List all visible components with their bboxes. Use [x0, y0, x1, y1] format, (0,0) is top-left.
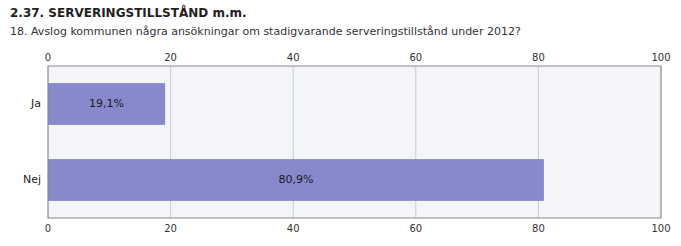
plot-area	[48, 66, 661, 218]
x-tick-label-top: 80	[532, 52, 545, 63]
x-tick-label: 60	[409, 223, 422, 234]
grid	[48, 66, 661, 218]
bars	[48, 83, 544, 201]
y-tick-label: Nej	[23, 173, 41, 186]
y-tick-label: Ja	[30, 97, 41, 110]
x-tick-label: 0	[45, 223, 51, 234]
chart: 2.37. SERVERINGSTILLSTÅND m.m. 18. Avslog…	[0, 0, 681, 246]
plot-frame	[48, 66, 661, 218]
plot-background	[48, 66, 661, 218]
x-tick-label: 100	[651, 223, 670, 234]
x-tick-label-top: 40	[287, 52, 300, 63]
x-tick-label-top: 0	[45, 52, 51, 63]
x-tick-label-top: 60	[409, 52, 422, 63]
bar	[48, 83, 165, 125]
x-tick-label-top: 20	[164, 52, 177, 63]
subtitle: 18. Avslog kommunen några ansökningar om…	[10, 25, 521, 38]
bar	[48, 159, 544, 201]
x-tick-label: 80	[532, 223, 545, 234]
data-label: 19,1%	[89, 97, 124, 110]
x-tick-label: 40	[287, 223, 300, 234]
x-tick-label-top: 100	[651, 52, 670, 63]
x-tick-label: 20	[164, 223, 177, 234]
title: 2.37. SERVERINGSTILLSTÅND m.m.	[10, 5, 247, 20]
data-label: 80,9%	[278, 173, 313, 186]
